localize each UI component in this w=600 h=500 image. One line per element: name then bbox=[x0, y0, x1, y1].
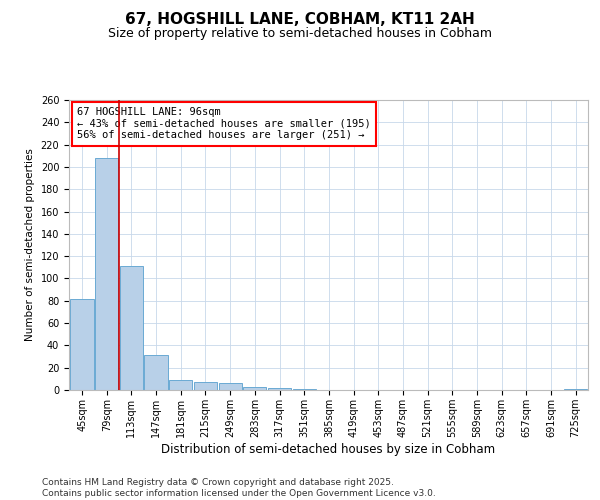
Bar bbox=[268, 388, 291, 390]
Bar bbox=[70, 298, 94, 390]
Bar bbox=[95, 158, 118, 390]
Bar bbox=[293, 389, 316, 390]
Bar bbox=[218, 384, 242, 390]
Text: 67 HOGSHILL LANE: 96sqm
← 43% of semi-detached houses are smaller (195)
56% of s: 67 HOGSHILL LANE: 96sqm ← 43% of semi-de… bbox=[77, 108, 371, 140]
Bar bbox=[120, 266, 143, 390]
Bar bbox=[145, 356, 168, 390]
Text: 67, HOGSHILL LANE, COBHAM, KT11 2AH: 67, HOGSHILL LANE, COBHAM, KT11 2AH bbox=[125, 12, 475, 28]
Y-axis label: Number of semi-detached properties: Number of semi-detached properties bbox=[25, 148, 35, 342]
Bar bbox=[564, 389, 587, 390]
X-axis label: Distribution of semi-detached houses by size in Cobham: Distribution of semi-detached houses by … bbox=[161, 442, 496, 456]
Text: Contains HM Land Registry data © Crown copyright and database right 2025.
Contai: Contains HM Land Registry data © Crown c… bbox=[42, 478, 436, 498]
Bar bbox=[169, 380, 193, 390]
Bar bbox=[194, 382, 217, 390]
Text: Size of property relative to semi-detached houses in Cobham: Size of property relative to semi-detach… bbox=[108, 28, 492, 40]
Bar bbox=[243, 386, 266, 390]
